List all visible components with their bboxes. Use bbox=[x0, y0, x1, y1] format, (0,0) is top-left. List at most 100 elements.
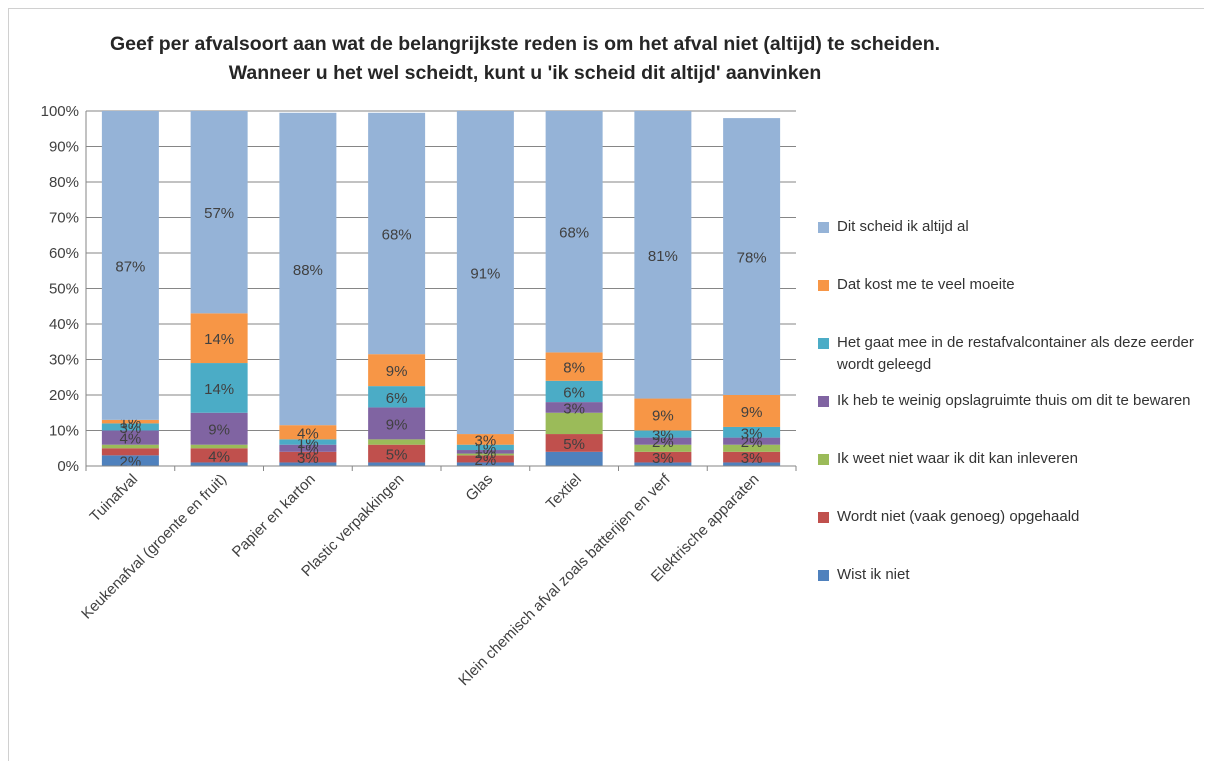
bar-segment bbox=[723, 462, 781, 466]
bar-segment bbox=[634, 444, 692, 452]
y-tick-label: 40% bbox=[49, 316, 79, 333]
y-tick-label: 90% bbox=[49, 139, 79, 156]
data-label: 6% bbox=[563, 384, 585, 401]
bar-segment bbox=[456, 450, 514, 454]
bar-segment bbox=[101, 444, 159, 449]
data-label: 3% bbox=[563, 400, 585, 417]
legend-item: Dat kost me te veel moeite bbox=[818, 274, 1204, 296]
data-label: 3% bbox=[120, 420, 142, 437]
bar-segment bbox=[190, 412, 248, 445]
y-tick-label: 60% bbox=[49, 245, 79, 262]
chart-title-line-1: Geef per afvalsoort aan wat de belangrij… bbox=[109, 33, 941, 55]
data-label: 5% bbox=[386, 447, 408, 464]
data-label: 9% bbox=[386, 416, 408, 433]
legend-label: Het gaat mee in de restafvalcontainer al… bbox=[837, 334, 1194, 373]
bar-segment bbox=[101, 455, 159, 466]
bar-segment bbox=[190, 444, 248, 449]
bar-segment bbox=[101, 430, 159, 445]
legend-item: Ik weet niet waar ik dit kan inleveren bbox=[818, 448, 1204, 470]
bar-segment bbox=[634, 111, 692, 399]
legend-swatch bbox=[818, 396, 829, 407]
x-tick-label: Plastic verpakkingen bbox=[298, 471, 407, 580]
data-label: 2% bbox=[741, 434, 763, 451]
bar-segment bbox=[368, 439, 426, 445]
data-label: 2% bbox=[475, 452, 497, 469]
bar-segment bbox=[545, 434, 603, 452]
legend-item: Het gaat mee in de restafvalcontainer al… bbox=[818, 332, 1204, 376]
bar-segment bbox=[368, 112, 426, 355]
bar-segment bbox=[723, 444, 781, 452]
legend-swatch bbox=[818, 222, 829, 233]
bar-segment bbox=[190, 448, 248, 463]
bar-segment bbox=[279, 451, 337, 463]
data-label: 4% bbox=[297, 425, 319, 442]
data-label: 3% bbox=[741, 450, 763, 467]
bar-segment bbox=[634, 398, 692, 431]
bar-segment bbox=[368, 462, 426, 466]
bar-segment bbox=[634, 430, 692, 438]
data-label: 4% bbox=[208, 448, 230, 465]
y-tick-label: 20% bbox=[49, 387, 79, 404]
legend-swatch bbox=[818, 280, 829, 291]
legend-item: Wordt niet (vaak genoeg) opgehaald bbox=[818, 506, 1204, 528]
bar-segment bbox=[101, 448, 159, 456]
data-label: 3% bbox=[475, 432, 497, 449]
y-tick-label: 30% bbox=[49, 352, 79, 369]
data-label: 81% bbox=[648, 248, 678, 265]
data-label: 3% bbox=[652, 450, 674, 467]
legend-label: Dit scheid ik altijd al bbox=[837, 218, 969, 235]
bar-segment bbox=[545, 402, 603, 413]
data-label: 2% bbox=[120, 454, 142, 471]
x-tick-label: Papier en karton bbox=[229, 471, 319, 561]
data-label: 6% bbox=[386, 390, 408, 407]
bar-segment bbox=[190, 462, 248, 466]
data-label: 1% bbox=[297, 441, 319, 458]
data-label: 9% bbox=[386, 363, 408, 380]
bar-segment bbox=[279, 425, 337, 440]
legend-swatch bbox=[818, 512, 829, 523]
y-tick-label: 100% bbox=[41, 103, 79, 120]
data-label: 68% bbox=[382, 226, 412, 243]
bar-segment bbox=[723, 395, 781, 427]
x-tick-label: Glas bbox=[462, 471, 496, 505]
data-label: 5% bbox=[563, 436, 585, 453]
y-tick-label: 10% bbox=[49, 423, 79, 440]
legend-swatch bbox=[818, 570, 829, 581]
data-label: 78% bbox=[737, 250, 767, 267]
x-tick-label: Textiel bbox=[543, 471, 585, 513]
bar-segment bbox=[634, 462, 692, 466]
bar-segment bbox=[545, 111, 603, 353]
legend-swatch bbox=[818, 338, 829, 349]
data-label: 14% bbox=[204, 331, 234, 348]
bar-segment bbox=[456, 455, 514, 463]
data-label: 14% bbox=[204, 381, 234, 398]
data-label: 3% bbox=[297, 450, 319, 467]
bar-segment bbox=[190, 111, 248, 314]
data-label: 8% bbox=[563, 360, 585, 377]
bar-segment bbox=[279, 112, 337, 426]
legend-item: Dit scheid ik altijd al bbox=[818, 216, 1204, 238]
data-label: 9% bbox=[741, 404, 763, 421]
bar-segment bbox=[279, 462, 337, 466]
bar-segment bbox=[545, 352, 603, 381]
chart-frame bbox=[8, 8, 1204, 761]
bar-segment bbox=[368, 386, 426, 408]
legend-label: Ik heb te weinig opslagruimte thuis om d… bbox=[837, 392, 1191, 409]
x-tick-label: Klein chemisch afval zoals batterijen en… bbox=[455, 470, 674, 689]
legend-item: Wist ik niet bbox=[818, 564, 1204, 586]
bar-segment bbox=[456, 434, 514, 445]
y-tick-label: 50% bbox=[49, 281, 79, 298]
bar-segment bbox=[368, 444, 426, 463]
data-label: 4% bbox=[120, 431, 142, 448]
y-tick-label: 70% bbox=[49, 210, 79, 227]
bar-segment bbox=[190, 313, 248, 364]
bar-segment bbox=[723, 437, 781, 445]
data-label: 68% bbox=[559, 225, 589, 242]
data-label: 87% bbox=[115, 258, 145, 275]
x-tick-label: Tuinafval bbox=[87, 471, 142, 526]
bar-segment bbox=[368, 354, 426, 387]
chart-title: Geef per afvalsoort aan wat de belangrij… bbox=[0, 30, 1050, 88]
bar-segment bbox=[456, 444, 514, 451]
bar-segment bbox=[545, 412, 603, 435]
